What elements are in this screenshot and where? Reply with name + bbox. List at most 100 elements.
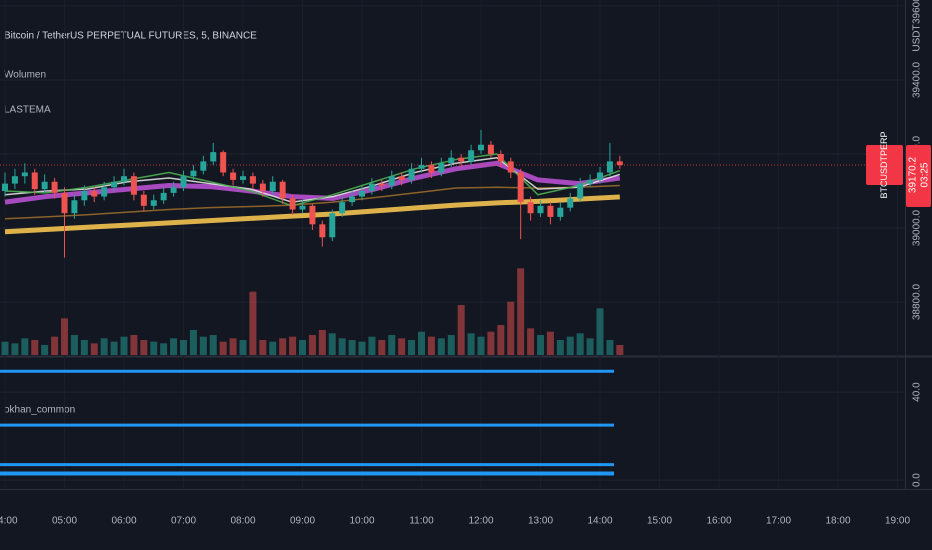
candle-body <box>61 192 68 214</box>
candle-body <box>279 181 286 199</box>
candle-body <box>507 161 514 173</box>
candle-body <box>51 181 58 193</box>
candle-body <box>418 165 425 169</box>
x-tick-label: 05:00 <box>52 516 77 527</box>
x-tick-label: 11:00 <box>409 516 434 527</box>
volume-bar <box>418 331 425 355</box>
volume-bar <box>239 340 247 355</box>
volume-bar <box>130 335 138 355</box>
volume-bar <box>348 340 356 355</box>
candle-body <box>398 176 405 180</box>
candle-body <box>458 157 465 162</box>
candle-body <box>438 163 445 173</box>
candle-body <box>220 152 227 173</box>
volume-bar <box>70 335 78 355</box>
volume-bar <box>160 343 168 355</box>
volume-bar <box>368 336 376 355</box>
volume-bar <box>328 333 336 355</box>
volume-bar <box>517 268 525 355</box>
candle-body <box>81 191 88 201</box>
volume-bar <box>180 340 187 355</box>
volume-bar <box>219 341 227 355</box>
price-tag-box <box>906 145 931 208</box>
candle-body <box>557 207 564 217</box>
volume-bar <box>299 340 306 355</box>
x-tick-label: 13:00 <box>528 516 553 527</box>
volume-bar <box>586 338 594 355</box>
volume-bar <box>21 338 29 355</box>
volume-bar <box>398 338 406 355</box>
volume-bar <box>41 345 49 355</box>
volume-bar <box>616 345 624 355</box>
candle-body <box>517 172 524 203</box>
candle-body <box>497 153 504 162</box>
candle-body <box>130 176 137 195</box>
volume-bar <box>378 340 386 355</box>
candle-body <box>408 168 415 180</box>
candle-body <box>329 213 336 238</box>
volume-bar <box>289 336 297 355</box>
candle-body <box>170 187 177 193</box>
x-tick-label: 14:00 <box>587 516 612 527</box>
candle-body <box>200 161 207 171</box>
volume-bar <box>467 333 475 355</box>
candle-body <box>111 181 118 188</box>
price-tag-price: 39170.2 <box>908 157 919 194</box>
volume-bar <box>199 336 207 355</box>
candle-body <box>577 183 584 199</box>
volume-bar <box>100 338 108 355</box>
lower-pane-title: okhan_common <box>4 405 75 416</box>
volume-bar <box>229 338 237 355</box>
volume-bar <box>576 333 584 355</box>
candle-body <box>2 183 8 192</box>
volume-bar <box>556 340 564 355</box>
y-tick-label: 38800.0 <box>912 284 923 321</box>
volume-bar <box>189 330 197 355</box>
volume-bar <box>447 335 455 355</box>
candle-body <box>319 224 326 238</box>
volume-bar <box>150 341 158 355</box>
candle-body <box>378 183 385 186</box>
volume-bar <box>408 340 416 355</box>
candle-body <box>349 196 356 203</box>
candle-body <box>160 192 167 201</box>
candle-body <box>140 194 147 206</box>
x-tick-label: 10:00 <box>349 516 374 527</box>
x-tick-label: 17:00 <box>766 516 791 527</box>
price-tag-countdown: 03:25 <box>920 162 931 187</box>
candle-body <box>597 172 603 180</box>
candle-body <box>527 202 534 214</box>
volume-bar <box>51 336 59 355</box>
candle-body <box>180 176 187 188</box>
candle-body <box>547 205 554 217</box>
volume-bar <box>477 336 485 355</box>
y-tick-label: 39400.0 <box>912 61 923 98</box>
candle-body <box>31 172 38 190</box>
x-tick-label: 04:00 <box>0 516 18 527</box>
candle-body <box>299 205 306 210</box>
candle-body <box>210 152 217 162</box>
volume-bar <box>80 340 88 355</box>
indicator-label: Wolumen <box>4 70 46 81</box>
x-tick-label: 15:00 <box>647 516 672 527</box>
volume-bar <box>606 340 614 355</box>
volume-bar <box>11 343 19 355</box>
y-tick-label: 39600.0 <box>912 0 923 24</box>
volume-bar <box>31 340 39 355</box>
volume-bar <box>140 340 148 355</box>
price-tag-symbol-box <box>866 145 903 186</box>
candle-body <box>448 157 455 164</box>
indicator-label: LASTEMA <box>4 105 51 116</box>
candle-body <box>428 165 435 173</box>
candle-body <box>368 183 375 192</box>
candle-body <box>150 200 157 206</box>
volume-bar <box>120 336 128 355</box>
volume-bar <box>318 330 326 355</box>
candle-body <box>487 144 494 154</box>
volume-bar <box>596 308 604 355</box>
volume-bar <box>308 335 316 355</box>
candle-body <box>121 176 127 182</box>
candle-body <box>190 170 197 177</box>
